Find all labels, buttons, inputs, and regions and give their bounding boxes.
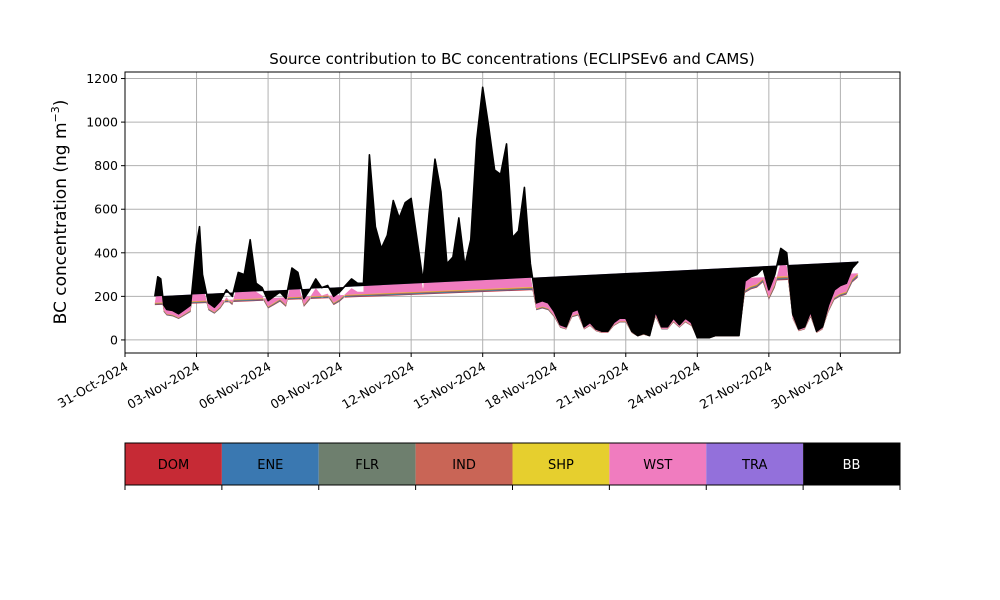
legend-swatch-flr [318, 443, 416, 485]
x-tick-label: 15-Nov-2024 [411, 359, 489, 412]
legend-swatch-tra [706, 443, 804, 485]
x-tick-label: 12-Nov-2024 [339, 359, 417, 412]
chart-title: Source contribution to BC concentrations… [269, 50, 754, 68]
y-tick-label: 200 [94, 289, 118, 304]
legend-label-wst: WST [643, 458, 672, 473]
legend-label-ind: IND [452, 458, 476, 473]
legend-swatch-ene [221, 443, 319, 485]
x-tick-label: 27-Nov-2024 [697, 359, 775, 412]
grid [124, 72, 900, 353]
x-tick-label: 03-Nov-2024 [125, 359, 203, 412]
y-tick-label: 600 [94, 202, 118, 217]
legend-swatch-shp [512, 443, 610, 485]
x-tick-label: 18-Nov-2024 [482, 359, 560, 412]
x-tick-label: 06-Nov-2024 [196, 359, 274, 412]
legend: DOM ENE FLR IND SHP WST TRA BB [124, 442, 901, 490]
legend-label-flr: FLR [355, 458, 379, 473]
y-tick-label: 400 [94, 245, 118, 260]
y-tick-label: 0 [110, 332, 118, 347]
legend-swatch-dom [125, 443, 222, 485]
stacked-areas [154, 86, 859, 339]
plot-frame [124, 71, 901, 354]
legend-label-tra: TRA [741, 458, 767, 473]
legend-label-bb: BB [843, 458, 861, 473]
legend-label-dom: DOM [158, 458, 189, 473]
total-line [154, 86, 859, 339]
x-tick-label: 31-Oct-2024 [55, 359, 131, 411]
y-tick-label: 1000 [86, 115, 118, 130]
legend-swatch-wst [609, 443, 707, 485]
legend-label-shp: SHP [548, 458, 574, 473]
x-tick-label: 21-Nov-2024 [554, 359, 632, 412]
x-tick-label: 30-Nov-2024 [768, 359, 846, 412]
legend-swatch-bb [803, 443, 900, 485]
x-tick-label: 09-Nov-2024 [268, 359, 346, 412]
y-tick-label: 800 [94, 158, 118, 173]
legend-label-ene: ENE [257, 458, 283, 473]
area-bb [154, 87, 859, 338]
legend-swatch-ind [415, 443, 513, 485]
y-axis-label: BC concentration (ng m−3) [49, 100, 71, 325]
x-tick-label: 24-Nov-2024 [625, 359, 703, 412]
y-tick-label: 1200 [86, 71, 118, 86]
